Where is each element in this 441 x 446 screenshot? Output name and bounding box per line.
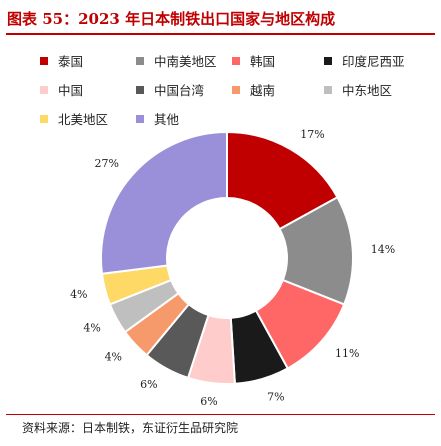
legend-item-indonesia: 印度尼西亚: [324, 51, 405, 70]
slice-label: 14%: [371, 243, 395, 256]
slice-label: 11%: [335, 347, 359, 360]
title-rule: [6, 33, 435, 35]
legend-label: 越南: [250, 83, 276, 98]
slice-label: 6%: [140, 378, 157, 391]
slice-label: 27%: [95, 157, 119, 170]
legend-item-vietnam: 越南: [232, 80, 275, 99]
legend: 泰国 中南美地区 韩国 印度尼西亚 中国 中国台湾 越南 中东地区 北美地区 其…: [0, 0, 441, 130]
slice-label: 17%: [300, 128, 324, 141]
slice-label: 6%: [200, 395, 217, 408]
slice-label: 4%: [83, 321, 100, 334]
legend-item-other: 其他: [136, 109, 179, 128]
slice-label: 7%: [267, 390, 284, 403]
legend-label: 中国: [58, 83, 84, 98]
legend-swatch: [40, 114, 48, 123]
legend-label: 北美地区: [58, 112, 109, 127]
legend-item-china: 中国: [40, 80, 83, 99]
legend-swatch: [40, 56, 48, 65]
legend-label: 泰国: [58, 54, 84, 69]
legend-swatch: [136, 85, 144, 94]
legend-swatch: [40, 85, 48, 94]
legend-item-thailand: 泰国: [40, 51, 83, 70]
slice-label: 4%: [70, 288, 87, 301]
slice-label: 4%: [105, 351, 122, 364]
legend-item-north-america: 北美地区: [40, 109, 108, 128]
legend-swatch: [324, 56, 332, 65]
legend-swatch: [136, 56, 144, 65]
source-note: 资料来源：日本制铁，东证衍生品研究院: [22, 421, 239, 435]
legend-item-taiwan: 中国台湾: [136, 80, 204, 99]
chart-title: 图表 55：2023 年日本制铁出口国家与地区构成: [7, 10, 336, 28]
donut-slice: [226, 130, 339, 231]
legend-label: 其他: [154, 112, 180, 127]
legend-swatch: [324, 85, 332, 94]
legend-swatch: [232, 56, 240, 65]
legend-label: 中东地区: [342, 83, 393, 98]
legend-item-central-south-america: 中南美地区: [136, 51, 217, 70]
legend-swatch: [136, 114, 144, 123]
legend-label: 中国台湾: [154, 83, 205, 98]
legend-label: 韩国: [250, 54, 276, 69]
legend-item-middle-east: 中东地区: [324, 80, 392, 99]
legend-swatch: [232, 85, 240, 94]
legend-label: 印度尼西亚: [342, 54, 405, 69]
legend-label: 中南美地区: [154, 54, 217, 69]
source-rule: [6, 414, 435, 415]
donut-slice: [100, 130, 228, 275]
legend-item-korea: 韩国: [232, 51, 275, 70]
